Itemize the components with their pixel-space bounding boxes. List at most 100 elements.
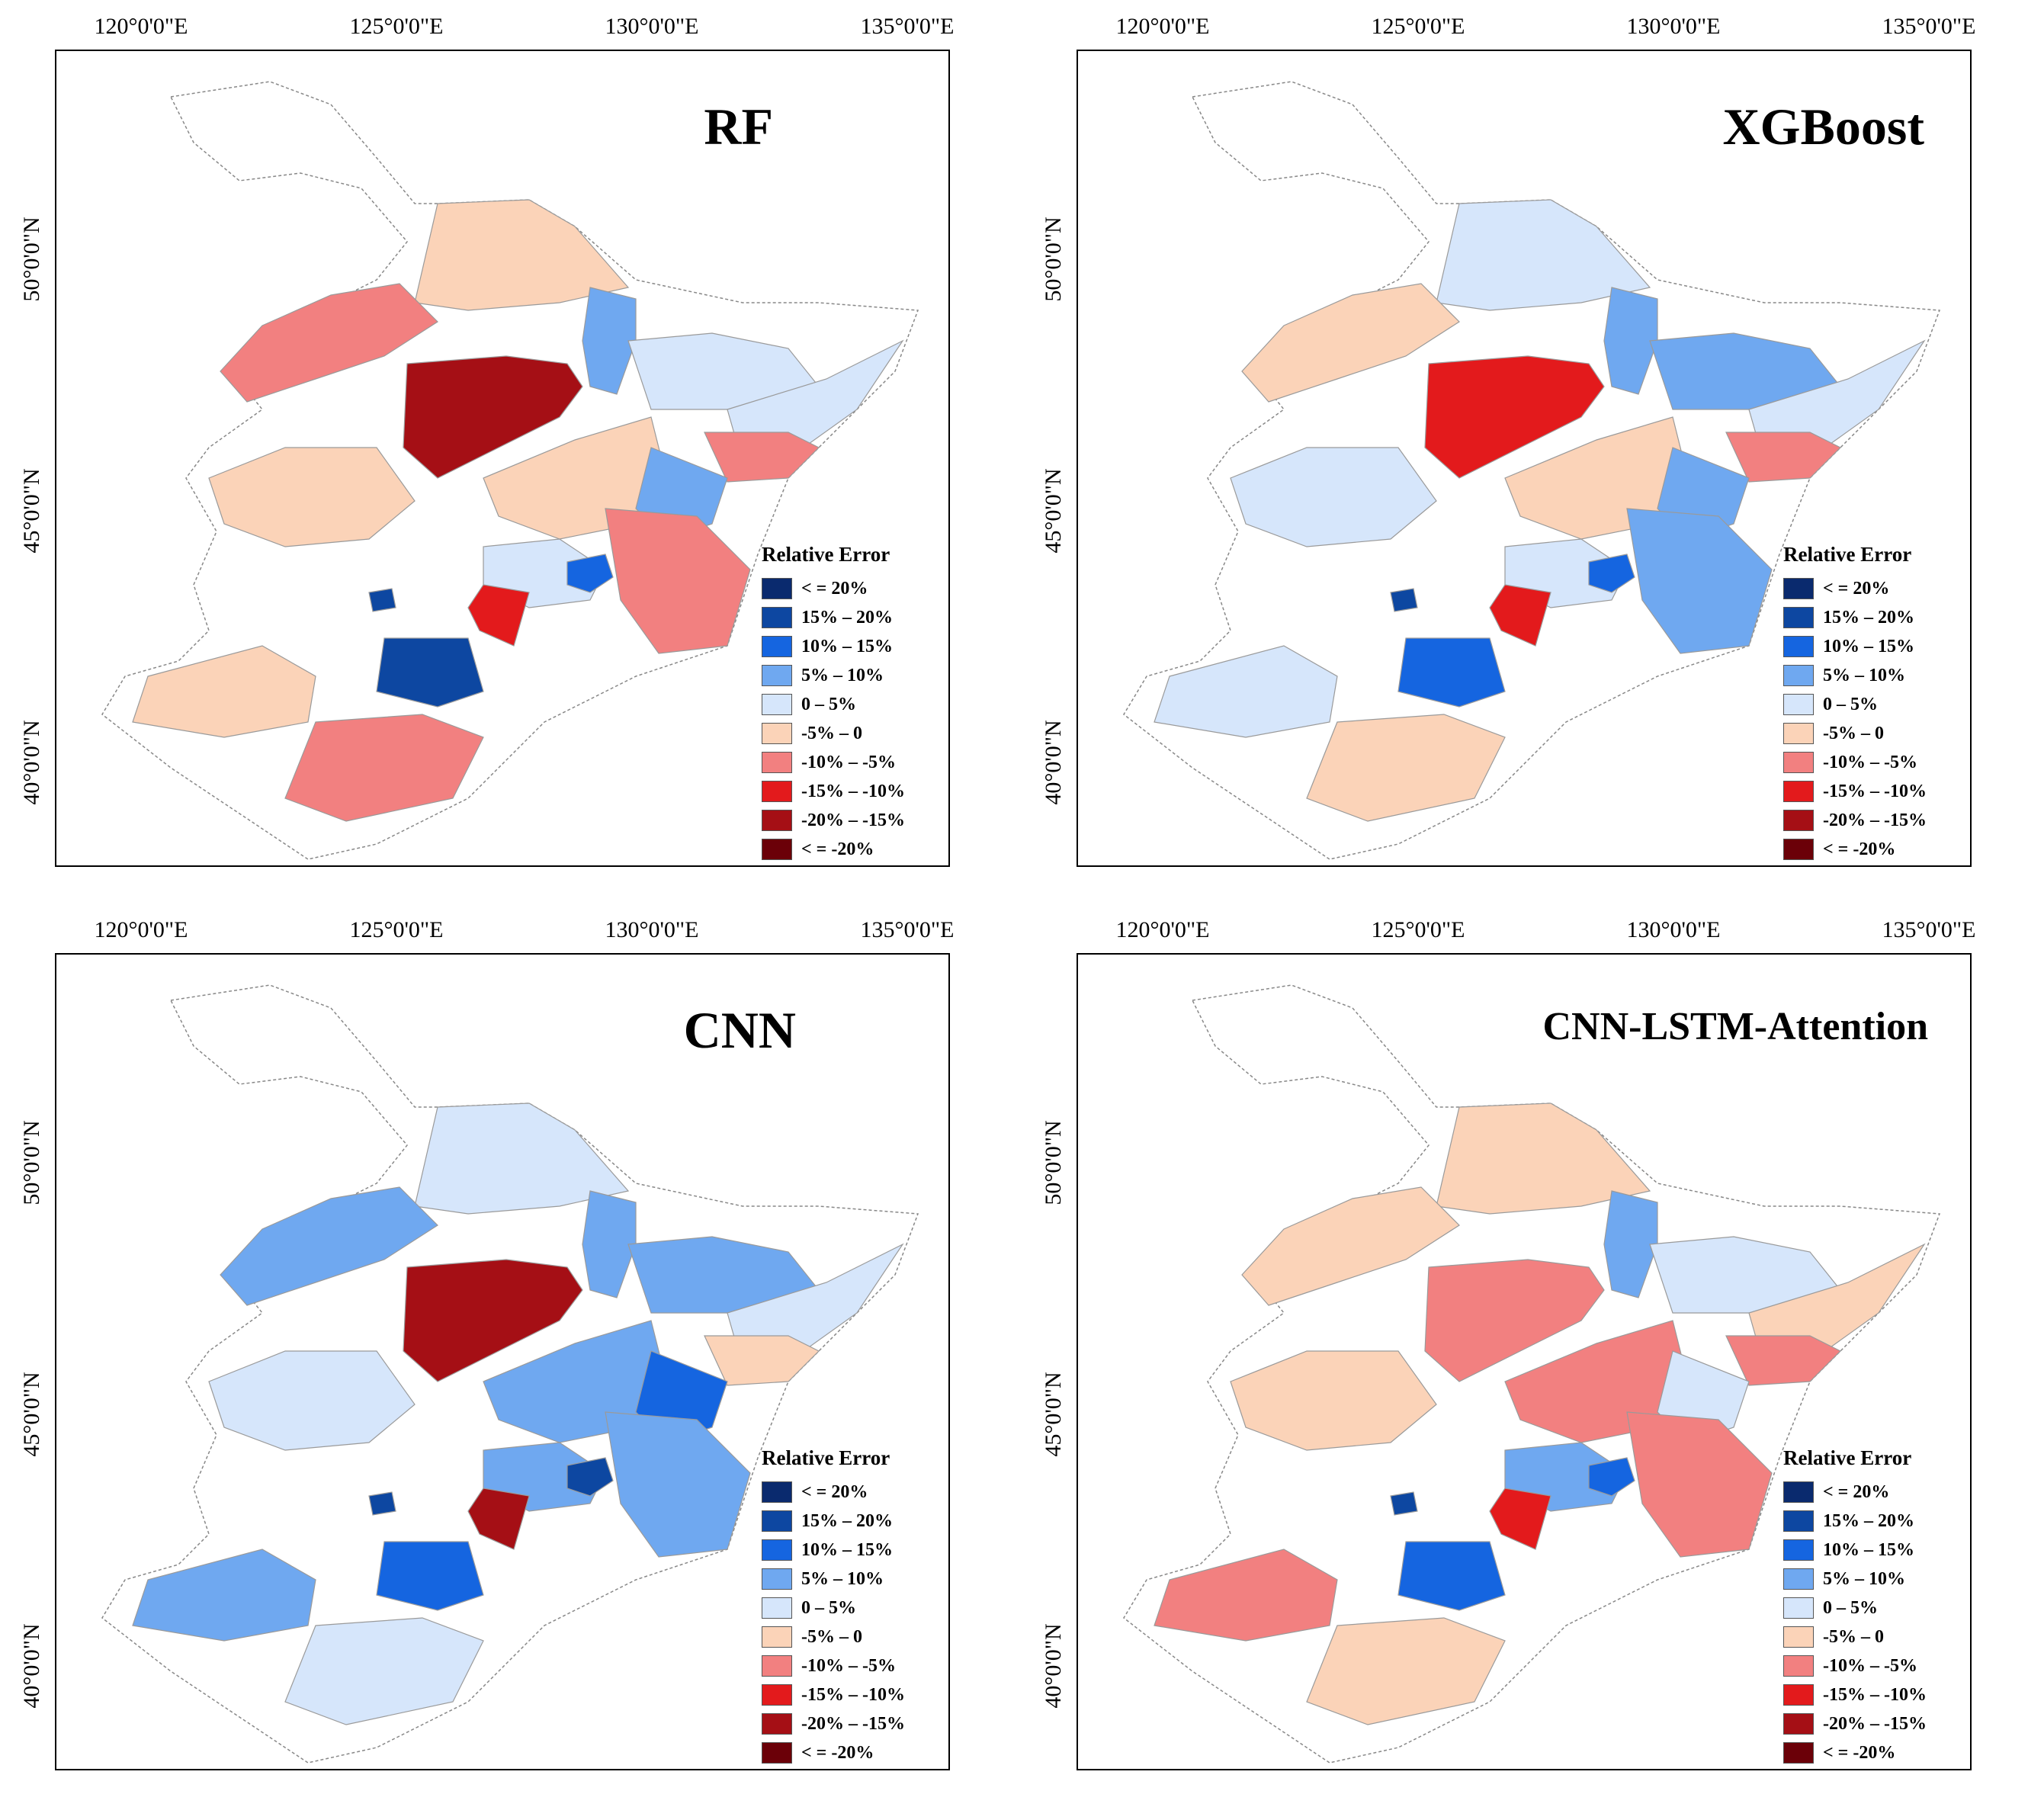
region-polygon (1489, 584, 1551, 647)
legend-swatch (762, 781, 792, 802)
legend-item: -5% – 0 (1783, 1622, 1927, 1651)
legend-label: -5% – 0 (1823, 723, 1884, 743)
legend-label: -20% – -15% (1823, 1713, 1927, 1734)
legend-item: -20% – -15% (762, 1709, 905, 1738)
legend-label: 15% – 20% (801, 1510, 893, 1531)
legend-swatch (1783, 1655, 1814, 1677)
legend-item: 15% – 20% (1783, 603, 1927, 632)
legend-label: < = -20% (801, 1742, 874, 1763)
legend-label: 0 – 5% (1823, 1597, 1878, 1618)
map-frame: CNN Relative Error < = 20% 15% – 20% 10% – 1… (55, 953, 950, 1770)
legend-swatch (762, 1539, 792, 1561)
x-tick-label: 135°0'0"E (860, 917, 955, 942)
panel-title: RF (704, 98, 773, 156)
map-panel: 120°0'0"E 125°0'0"E 130°0'0"E 135°0'0"E 50°0… (0, 0, 1022, 904)
x-tick-label: 125°0'0"E (349, 917, 444, 942)
x-tick-label: 130°0'0"E (605, 14, 699, 39)
region-polygon (605, 1411, 751, 1558)
legend-label: < = 20% (801, 1481, 868, 1502)
legend-label: -20% – -15% (1823, 810, 1927, 830)
legend-swatch (762, 1655, 792, 1677)
legend-title: Relative Error (1783, 1446, 1912, 1469)
legend-label: 15% – 20% (1823, 607, 1914, 627)
legend-swatch (1783, 1626, 1814, 1648)
region-polygon (1241, 283, 1460, 403)
x-tick-label: 135°0'0"E (1882, 917, 1976, 942)
region-polygon (208, 1350, 416, 1451)
region-polygon (704, 1335, 820, 1386)
legend-item: -5% – 0 (762, 1622, 905, 1651)
legend-label: 0 – 5% (801, 694, 856, 714)
legend-item: -10% – -5% (1783, 1651, 1927, 1680)
legend-item: 15% – 20% (762, 1507, 905, 1536)
legend-swatch (1783, 723, 1814, 744)
region-polygon (220, 1186, 438, 1306)
region-polygon (376, 1541, 484, 1611)
region-polygon (1230, 447, 1437, 547)
legend-item: < = 20% (1783, 574, 1927, 603)
legend-swatch (1783, 1742, 1814, 1764)
legend-swatch (1783, 1713, 1814, 1735)
legend-swatch (762, 752, 792, 773)
region-polygon (1588, 1457, 1635, 1497)
region-polygon (368, 588, 396, 612)
legend-swatch (762, 694, 792, 715)
legend-item: < = 20% (762, 574, 905, 603)
y-tick-label: 50°0'0"N (1041, 217, 1066, 302)
legend-item: -15% – -10% (762, 777, 905, 806)
y-tick-label: 45°0'0"N (19, 468, 44, 554)
legend-item: 10% – 15% (1783, 1536, 1927, 1565)
choropleth-map (1123, 984, 1941, 1764)
region-polygon (1306, 714, 1506, 822)
legend-label: -5% – 0 (1823, 1626, 1884, 1647)
legend-item: 0 – 5% (1783, 1594, 1927, 1622)
y-tick-label: 40°0'0"N (19, 1623, 44, 1709)
region-polygon (605, 508, 751, 654)
region-polygon (1489, 1488, 1551, 1550)
legend-swatch (762, 1713, 792, 1735)
legend-item: 5% – 10% (1783, 1565, 1927, 1594)
legend-swatch (1783, 1481, 1814, 1503)
legend-label: 5% – 10% (1823, 665, 1905, 685)
y-tick-label: 40°0'0"N (1041, 720, 1066, 805)
y-tick-label: 50°0'0"N (1041, 1120, 1066, 1205)
legend-swatch (1783, 810, 1814, 831)
x-tick-label: 135°0'0"E (860, 14, 955, 39)
legend-swatch (1783, 752, 1814, 773)
x-tick-label: 130°0'0"E (605, 917, 699, 942)
x-tick-label: 125°0'0"E (1371, 14, 1465, 39)
region-polygon (1241, 1186, 1460, 1306)
panel-title: CNN (683, 1001, 796, 1059)
map-frame: XGBoost Relative Error < = 20% 15% – 20% 10%… (1077, 50, 1972, 867)
legend-swatch (1783, 665, 1814, 686)
legend-item: 15% – 20% (762, 603, 905, 632)
region-polygon (566, 1457, 614, 1497)
legend-swatch (1783, 1684, 1814, 1706)
legend-label: 10% – 15% (801, 636, 893, 656)
region-polygon (582, 1190, 637, 1298)
region-polygon (376, 637, 484, 708)
y-tick-label: 40°0'0"N (19, 720, 44, 805)
legend-swatch (1783, 839, 1814, 860)
legend-label: -20% – -15% (801, 810, 905, 830)
region-polygon (1424, 1259, 1605, 1382)
legend-label: 0 – 5% (1823, 694, 1878, 714)
region-polygon (1306, 1617, 1506, 1725)
region-polygon (1603, 287, 1658, 395)
legend-swatch (762, 665, 792, 686)
x-tick-label: 120°0'0"E (94, 917, 188, 942)
legend-swatch (1783, 607, 1814, 628)
legend-item: 5% – 10% (762, 661, 905, 690)
legend-label: 10% – 15% (801, 1539, 893, 1560)
legend-swatch (762, 1568, 792, 1590)
region-polygon (1588, 554, 1635, 593)
legend-label: 10% – 15% (1823, 636, 1914, 656)
x-tick-label: 120°0'0"E (1115, 917, 1210, 942)
legend-swatch (762, 810, 792, 831)
legend-item: 0 – 5% (1783, 690, 1927, 719)
legend-swatch (762, 636, 792, 657)
legend-label: 0 – 5% (801, 1597, 856, 1618)
legend-swatch (762, 723, 792, 744)
legend: Relative Error < = 20% 15% – 20% 10% – 15% 5… (1783, 543, 1927, 864)
region-polygon (1154, 645, 1338, 738)
